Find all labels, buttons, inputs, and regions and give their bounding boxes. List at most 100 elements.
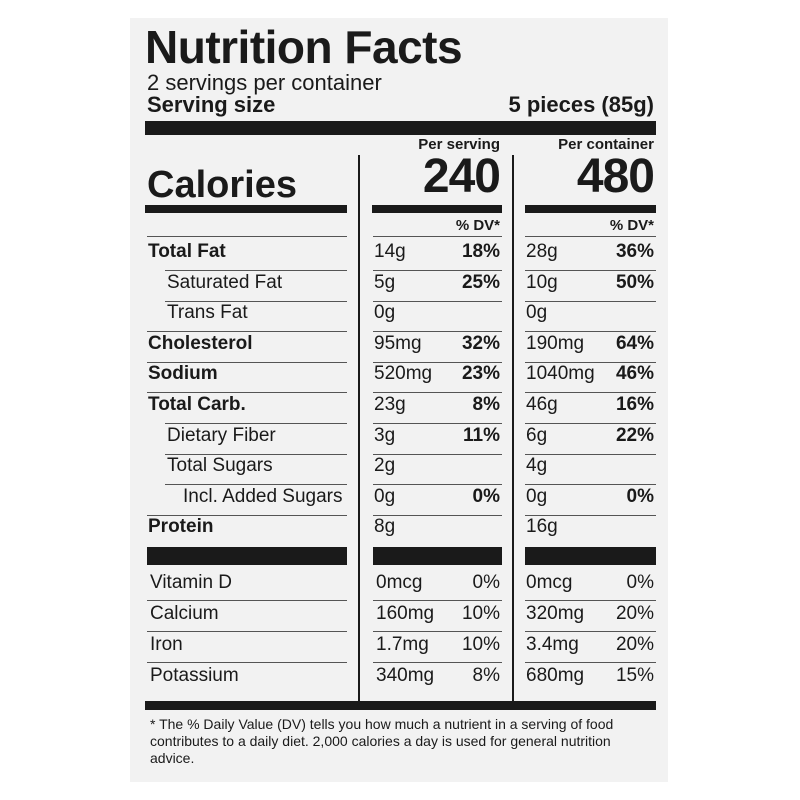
container-amount-protein: 16g	[526, 516, 558, 538]
serving-amount-dietary-fiber: 3g	[374, 424, 396, 446]
dv-header-serving: % DV*	[455, 217, 500, 234]
serving-dv-iron: 10%	[461, 634, 500, 655]
row-rule	[165, 454, 347, 455]
container-amount-total-fat: 28g	[526, 241, 558, 262]
nutrient-name-total-carb: Total Carb.	[148, 394, 246, 415]
footnote: * The % Daily Value (DV) tells you how m…	[150, 716, 614, 766]
serving-dv-cholesterol: 32%	[461, 332, 500, 354]
serving-dv-sodium: 23%	[461, 363, 500, 385]
nutrient-name-protein: Protein	[148, 516, 214, 538]
row-rule	[525, 631, 656, 632]
row-rule	[525, 423, 656, 424]
container-amount-total-carb: 46g	[526, 394, 558, 415]
label-title: Nutrition Facts	[145, 21, 463, 73]
serving-size-label: Serving size	[147, 92, 276, 117]
serving-amount-calcium: 160mg	[376, 603, 435, 624]
row-rule	[373, 631, 502, 632]
container-dv-vitamin-d: 0%	[626, 572, 654, 593]
vitamin-divider-left	[147, 547, 347, 565]
row-rule	[525, 454, 656, 455]
row-rule	[373, 270, 502, 271]
container-amount-calcium: 320mg	[526, 603, 585, 624]
vitamin-divider-container	[525, 547, 656, 565]
vitamin-divider-serving	[373, 547, 502, 565]
column-divider-1	[358, 155, 360, 702]
nutrient-name-total-fat: Total Fat	[148, 241, 226, 262]
nutrient-name-dietary-fiber: Dietary Fiber	[167, 424, 276, 446]
serving-dv-total-carb: 8%	[472, 394, 500, 415]
per-serving-header: Per serving	[418, 136, 500, 153]
dv-header-container: % DV*	[609, 217, 654, 234]
serving-dv-saturated-fat: 25%	[461, 271, 500, 293]
calories-bar-serving	[372, 205, 502, 213]
container-amount-potassium: 680mg	[526, 665, 585, 686]
calories-per-serving: 240	[422, 150, 501, 203]
nutrient-name-cholesterol: Cholesterol	[148, 332, 253, 354]
calories-bar-container	[525, 205, 656, 213]
row-rule	[373, 362, 502, 363]
row-rule	[165, 301, 347, 302]
row-rule	[525, 236, 656, 237]
serving-dv-calcium: 10%	[461, 603, 500, 624]
container-dv-potassium: 15%	[615, 665, 654, 686]
nutrient-name-sodium: Sodium	[148, 363, 218, 385]
container-amount-incl-added-sugars: 0g	[526, 485, 548, 507]
row-rule	[525, 484, 656, 485]
nutrient-name-saturated-fat: Saturated Fat	[167, 271, 283, 293]
serving-amount-total-fat: 14g	[374, 241, 406, 262]
serving-size-value: 5 pieces (85g)	[508, 92, 654, 117]
serving-dv-vitamin-d: 0%	[472, 572, 500, 593]
calories-label: Calories	[147, 164, 297, 206]
row-rule	[165, 423, 347, 424]
row-rule	[147, 631, 347, 632]
serving-dv-potassium: 8%	[472, 665, 500, 686]
row-rule	[147, 600, 347, 601]
row-rule	[373, 662, 502, 663]
row-rule	[373, 423, 502, 424]
thick-divider-bottom	[145, 701, 656, 710]
container-amount-saturated-fat: 10g	[526, 271, 558, 293]
serving-dv-dietary-fiber: 11%	[463, 424, 500, 446]
servings-per-container: 2 servings per container	[147, 70, 382, 95]
vitamin-name-iron: Iron	[150, 634, 183, 655]
container-dv-incl-added-sugars: 0%	[626, 485, 654, 507]
serving-amount-incl-added-sugars: 0g	[374, 485, 396, 507]
container-dv-dietary-fiber: 22%	[615, 424, 654, 446]
row-rule	[373, 301, 502, 302]
serving-amount-protein: 8g	[374, 516, 396, 538]
container-dv-cholesterol: 64%	[615, 332, 654, 354]
vitamin-name-calcium: Calcium	[150, 603, 219, 624]
row-rule	[373, 600, 502, 601]
row-rule	[525, 301, 656, 302]
serving-amount-total-sugars: 2g	[374, 455, 396, 477]
row-rule	[525, 600, 656, 601]
container-dv-total-fat: 36%	[615, 241, 654, 262]
container-amount-total-sugars: 4g	[526, 455, 548, 477]
serving-amount-vitamin-d: 0mcg	[376, 572, 423, 593]
row-rule	[373, 454, 502, 455]
per-container-header: Per container	[558, 136, 654, 153]
container-dv-total-carb: 16%	[615, 394, 654, 415]
serving-amount-trans-fat: 0g	[374, 302, 396, 324]
serving-amount-sodium: 520mg	[374, 363, 433, 385]
row-rule	[373, 331, 502, 332]
row-rule	[525, 392, 656, 393]
row-rule	[525, 362, 656, 363]
row-rule	[147, 662, 347, 663]
serving-dv-total-fat: 18%	[461, 241, 500, 262]
nutrient-name-total-sugars: Total Sugars	[167, 455, 273, 477]
container-amount-iron: 3.4mg	[526, 634, 579, 655]
row-rule	[147, 515, 347, 516]
container-dv-saturated-fat: 50%	[615, 271, 654, 293]
container-dv-calcium: 20%	[615, 603, 654, 624]
row-rule	[373, 484, 502, 485]
calories-per-container: 480	[576, 150, 655, 203]
row-rule	[165, 270, 347, 271]
row-rule	[147, 392, 347, 393]
row-rule	[373, 236, 502, 237]
vitamin-name-potassium: Potassium	[150, 665, 239, 686]
nutrient-name-trans-fat: Trans Fat	[167, 302, 248, 324]
serving-amount-potassium: 340mg	[376, 665, 435, 686]
row-rule	[147, 331, 347, 332]
container-amount-dietary-fiber: 6g	[526, 424, 548, 446]
